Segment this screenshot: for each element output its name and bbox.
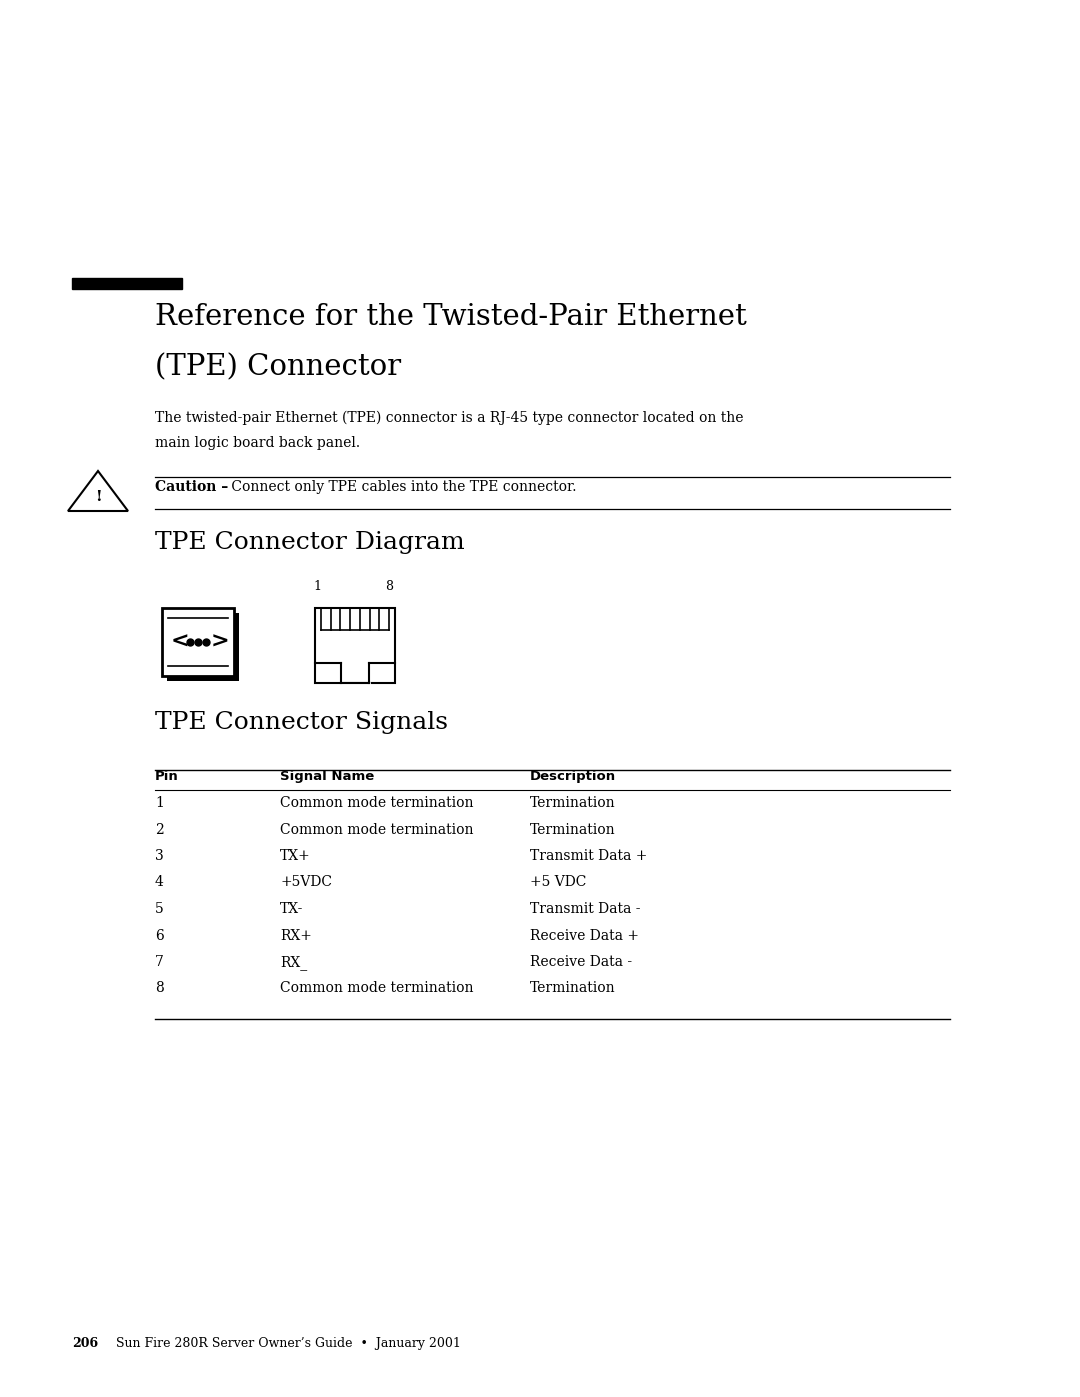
Text: +5VDC: +5VDC [280,876,332,890]
Text: >: > [211,631,229,652]
Text: 7: 7 [156,956,164,970]
Text: Termination: Termination [530,823,616,837]
Text: The twisted-pair Ethernet (TPE) connector is a RJ-45 type connector located on t: The twisted-pair Ethernet (TPE) connecto… [156,411,743,425]
Text: 1: 1 [313,580,322,592]
Text: Description: Description [530,770,616,782]
Text: 206: 206 [72,1337,98,1350]
Bar [167,613,239,680]
Text: 5: 5 [156,902,164,916]
Text: <: < [171,631,189,652]
Text: Transmit Data +: Transmit Data + [530,849,647,863]
Text: Signal Name: Signal Name [280,770,375,782]
Text: Sun Fire 280R Server Owner’s Guide  •  January 2001: Sun Fire 280R Server Owner’s Guide • Jan… [100,1337,461,1350]
Text: (TPE) Connector: (TPE) Connector [156,353,401,381]
Text: Termination: Termination [530,796,616,810]
Text: Common mode termination: Common mode termination [280,823,473,837]
Text: Receive Data +: Receive Data + [530,929,639,943]
Text: RX_: RX_ [280,956,307,970]
Text: +5 VDC: +5 VDC [530,876,586,890]
Text: 6: 6 [156,929,164,943]
Text: 4: 4 [156,876,164,890]
Text: Common mode termination: Common mode termination [280,796,473,810]
Text: Receive Data -: Receive Data - [530,956,632,970]
Text: Connect only TPE cables into the TPE connector.: Connect only TPE cables into the TPE con… [227,481,577,495]
Text: Transmit Data -: Transmit Data - [530,902,640,916]
Text: Caution –: Caution – [156,481,228,495]
Text: Common mode termination: Common mode termination [280,982,473,996]
Text: 8: 8 [156,982,164,996]
Bar [72,278,183,289]
Text: main logic board back panel.: main logic board back panel. [156,436,360,450]
Text: Termination: Termination [530,982,616,996]
Text: TX+: TX+ [280,849,311,863]
Text: !: ! [95,490,102,504]
Bar [315,608,395,683]
Text: TX-: TX- [280,902,303,916]
Text: TPE Connector Diagram: TPE Connector Diagram [156,531,464,555]
Text: 1: 1 [156,796,164,810]
Text: 8: 8 [386,580,393,592]
Text: 2: 2 [156,823,164,837]
Bar [162,608,234,676]
Text: TPE Connector Signals: TPE Connector Signals [156,711,448,733]
Text: RX+: RX+ [280,929,312,943]
Text: Reference for the Twisted-Pair Ethernet: Reference for the Twisted-Pair Ethernet [156,303,746,331]
Text: Pin: Pin [156,770,179,782]
Text: 3: 3 [156,849,164,863]
